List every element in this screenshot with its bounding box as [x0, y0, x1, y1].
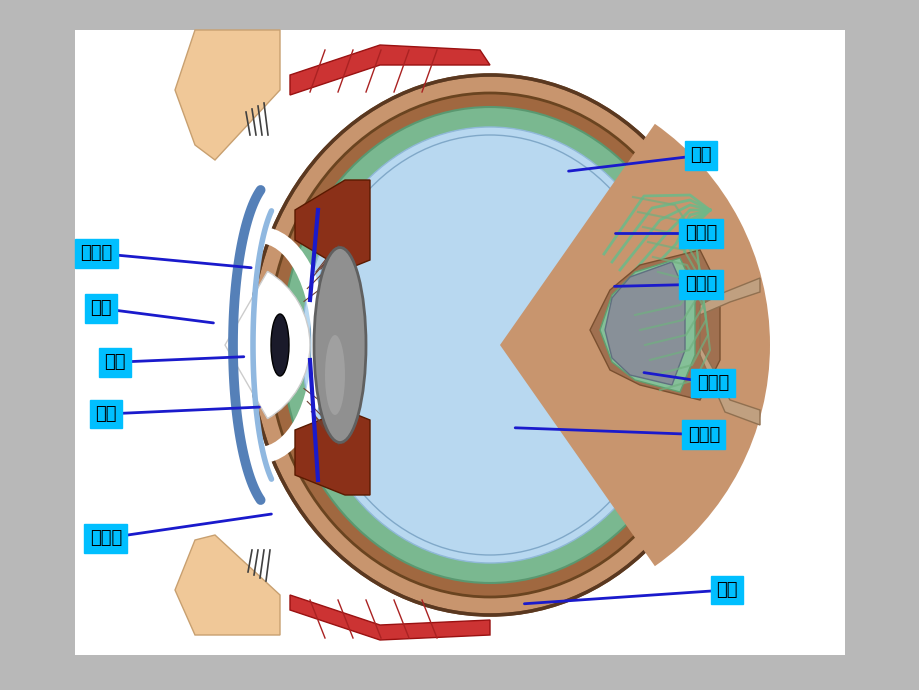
Wedge shape: [225, 271, 310, 419]
Text: 脉络膜: 脉络膜: [684, 224, 717, 242]
Polygon shape: [289, 45, 490, 95]
Text: 巩膜: 巩膜: [689, 146, 711, 164]
Polygon shape: [605, 262, 685, 385]
Polygon shape: [289, 595, 490, 640]
Text: 视神经: 视神经: [684, 275, 717, 293]
Polygon shape: [589, 250, 720, 400]
Text: 瞳孔: 瞳孔: [104, 353, 126, 371]
Polygon shape: [295, 180, 369, 270]
Polygon shape: [599, 258, 694, 392]
Ellipse shape: [271, 314, 289, 376]
Text: 睫状体: 睫状体: [80, 244, 113, 262]
Ellipse shape: [313, 248, 366, 442]
Polygon shape: [175, 30, 279, 160]
Polygon shape: [175, 535, 279, 635]
Polygon shape: [295, 410, 369, 495]
Text: 视网膜: 视网膜: [696, 374, 729, 392]
Text: 眼肌: 眼肌: [715, 581, 737, 599]
Ellipse shape: [282, 107, 698, 583]
Ellipse shape: [267, 93, 711, 597]
Text: 晶状体: 晶状体: [89, 529, 122, 547]
Text: 虹膜: 虹膜: [95, 405, 117, 423]
Ellipse shape: [250, 75, 729, 615]
Ellipse shape: [301, 127, 677, 563]
Text: 玻璃体: 玻璃体: [686, 426, 720, 444]
Wedge shape: [499, 124, 769, 566]
Ellipse shape: [324, 335, 345, 415]
Text: 角膜: 角膜: [90, 299, 112, 317]
Bar: [75, 30, 844, 655]
Polygon shape: [699, 278, 759, 425]
